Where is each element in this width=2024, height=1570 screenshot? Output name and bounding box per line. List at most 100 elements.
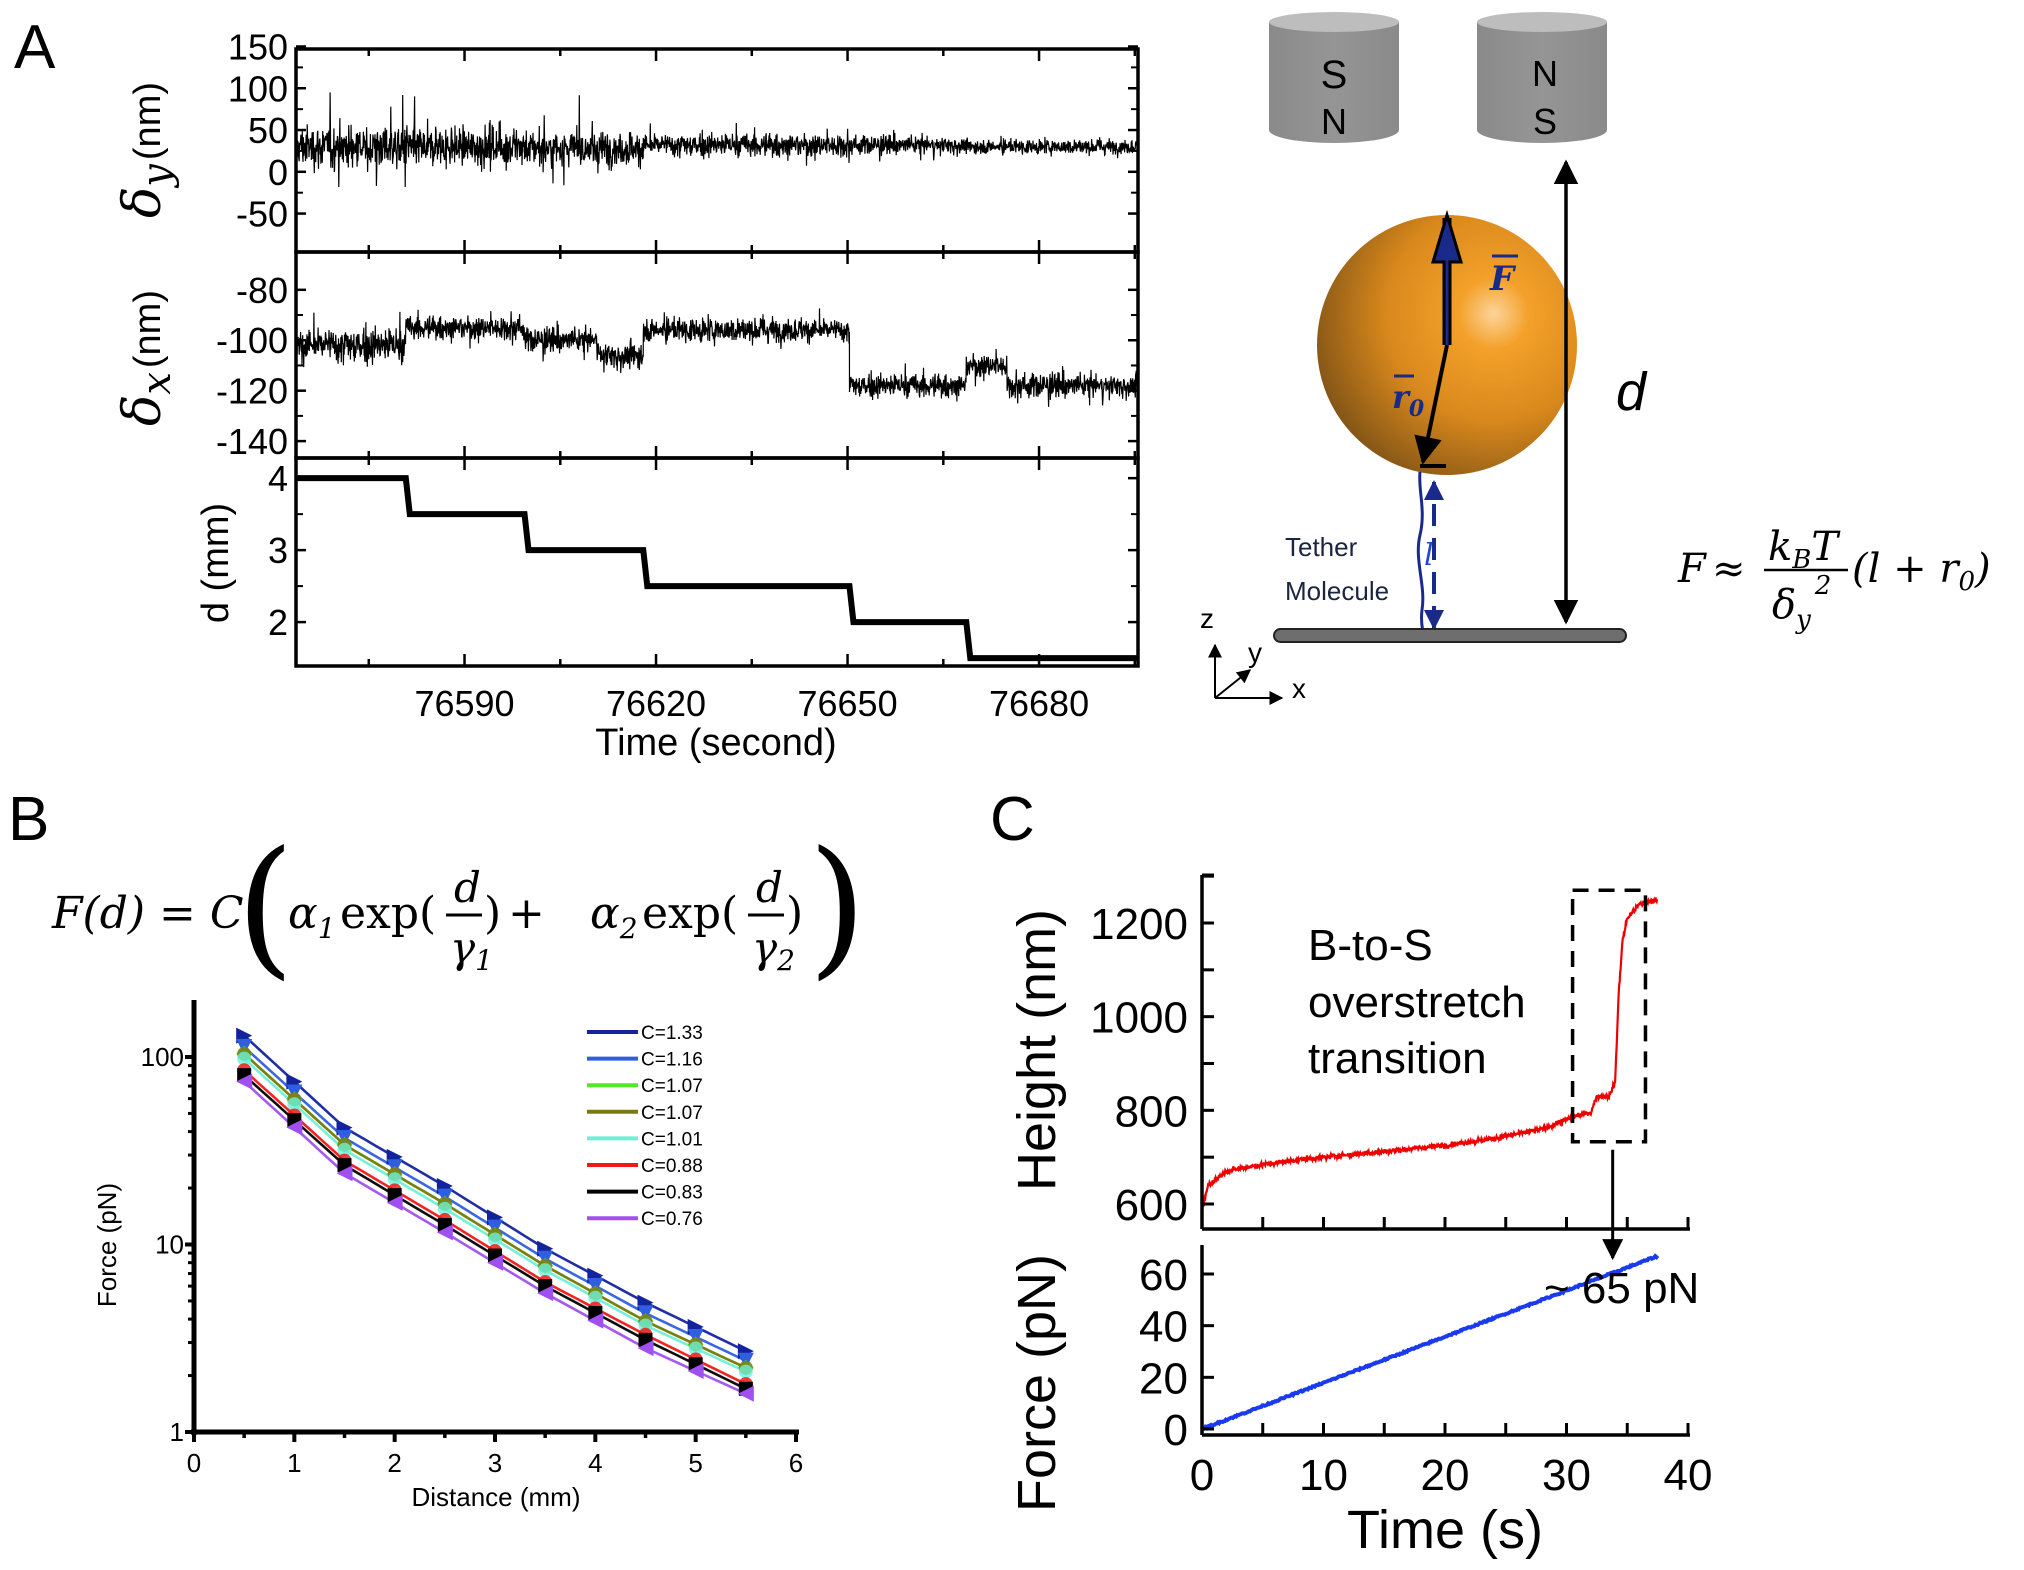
chart-legend: C=1.33 C=1.16 C=1.07 C=1.07 C=1.01 C=0.88 C=0.… xyxy=(587,1023,703,1230)
x-tick-label: 76590 xyxy=(414,683,514,724)
legend-label: C=0.83 xyxy=(641,1183,703,1204)
magnet-right-bottom-pole: S xyxy=(1533,101,1557,142)
y-tick-label: 1000 xyxy=(1090,994,1188,1043)
magnet-left: S N xyxy=(1269,12,1399,143)
x-tick-label: 0 xyxy=(1190,1451,1214,1500)
x-axis-label: x xyxy=(1292,673,1306,704)
data-point xyxy=(687,1362,704,1379)
x-tick-label: 40 xyxy=(1664,1451,1713,1500)
data-point xyxy=(637,1340,654,1357)
svg-text:δx(nm): δx(nm) xyxy=(113,290,180,426)
legend-label: C=0.88 xyxy=(641,1156,703,1177)
svg-text:≈: ≈ xyxy=(1712,546,1746,592)
annotation-b-to-s: B-to-S xyxy=(1308,921,1433,970)
data-point xyxy=(488,1232,502,1247)
data-point xyxy=(487,1254,503,1271)
svg-text:): ) xyxy=(484,888,501,939)
formula-b: F(d) = C ( α1 exp( d γ1 ) + α2 exp( d γ2… xyxy=(51,820,867,994)
legend-label: C=1.16 xyxy=(641,1050,703,1071)
y-tick-label: 1 xyxy=(170,1417,184,1447)
y-tick-label: 2 xyxy=(268,602,288,643)
svg-text:γ1: γ1 xyxy=(450,923,493,977)
x-tick-label: 4 xyxy=(588,1448,602,1478)
y-tick-label: 3 xyxy=(268,530,288,571)
height-trace xyxy=(1200,896,1659,1211)
legend-label: C=1.07 xyxy=(641,1103,703,1124)
chart-distance-steps: 4 3 2 76590 76620 76650 76680 xyxy=(268,456,1140,724)
legend-label: C=1.07 xyxy=(641,1076,703,1097)
svg-text:d: d xyxy=(454,863,481,912)
magnet-right: N S xyxy=(1477,12,1607,143)
svg-text:(l + r0): (l + r0) xyxy=(1852,546,1991,597)
dy-axis-label: δy(nm) xyxy=(113,82,180,218)
data-point xyxy=(588,1290,603,1305)
force-vector-label: F xyxy=(1489,259,1517,299)
distance-step-line xyxy=(296,475,1138,662)
svg-text:F(d) = C: F(d) = C xyxy=(51,888,244,939)
radius-vector-label: r0 xyxy=(1392,378,1425,422)
annotation-65pn: ~ 65 pN xyxy=(1544,1264,1699,1313)
svg-text:(: ( xyxy=(236,820,295,994)
data-point xyxy=(236,1073,253,1090)
svg-text:): ) xyxy=(808,820,867,994)
annotation-overstretch: overstretch xyxy=(1308,978,1526,1027)
y-tick-label: 4 xyxy=(268,458,288,499)
y-tick-label: 600 xyxy=(1115,1181,1188,1230)
c-time-axis-label: Time (s) xyxy=(1347,1500,1543,1560)
magnet-right-top-pole: N xyxy=(1532,53,1558,94)
tether-label-line2: Molecule xyxy=(1285,576,1389,606)
panel-label-b: B xyxy=(8,785,49,854)
y-tick-label: 0 xyxy=(268,152,288,193)
y-tick-label: 20 xyxy=(1139,1354,1188,1403)
force-trace xyxy=(1201,1253,1660,1432)
x-tick-label: 0 xyxy=(187,1448,201,1478)
y-tick-label: 10 xyxy=(155,1230,184,1260)
panel-label-c: C xyxy=(990,785,1035,854)
data-point xyxy=(587,1312,604,1329)
chart-height-vs-time: 600 800 1000 1200 xyxy=(1090,873,1690,1231)
y-tick-label: 0 xyxy=(1164,1406,1188,1455)
panel-label-a: A xyxy=(14,13,56,82)
data-point xyxy=(437,1201,452,1216)
plot-frame xyxy=(294,250,1140,460)
legend-label: C=1.01 xyxy=(641,1129,703,1150)
data-point xyxy=(336,1165,353,1182)
magnetic-tweezers-schematic: S N N S F r0 l Tether Molecule d xyxy=(1200,12,1991,705)
annotation-transition: transition xyxy=(1308,1034,1487,1083)
svg-text:+: + xyxy=(508,888,545,939)
data-point xyxy=(286,1119,303,1136)
magnet-left-bottom-pole: N xyxy=(1321,101,1347,142)
tether-length-label: l xyxy=(1424,538,1434,573)
data-point xyxy=(537,1285,554,1302)
c-force-axis-label: Force (pN) xyxy=(1007,1254,1067,1512)
b-y-axis-label: Force (pN) xyxy=(92,1183,122,1307)
c-height-axis-label: Height (nm) xyxy=(1007,909,1067,1191)
transition-highlight-box xyxy=(1570,888,1648,1144)
legend-label: C=0.76 xyxy=(641,1209,703,1230)
x-tick-label: 76680 xyxy=(989,683,1089,724)
x-tick-label: 30 xyxy=(1542,1451,1591,1500)
x-tick-label: 6 xyxy=(789,1448,803,1478)
surface-plate xyxy=(1273,628,1627,643)
magnet-left-top-pole: S xyxy=(1321,53,1348,97)
data-trace xyxy=(295,92,1139,188)
y-tick-label: 800 xyxy=(1115,1087,1188,1136)
distance-label: d xyxy=(1616,362,1648,422)
y-tick-label: 150 xyxy=(228,26,288,67)
x-tick-label: 2 xyxy=(387,1448,401,1478)
x-tick-label: 1 xyxy=(287,1448,301,1478)
legend-label: C=1.33 xyxy=(641,1023,703,1044)
x-tick-label: 20 xyxy=(1421,1451,1470,1500)
y-tick-label: 60 xyxy=(1139,1251,1188,1300)
svg-text:α2: α2 xyxy=(590,888,638,945)
svg-text:δy(nm): δy(nm) xyxy=(113,82,180,218)
y-tick-label: 100 xyxy=(228,68,288,109)
y-tick-label: 40 xyxy=(1139,1303,1188,1352)
z-axis-label: z xyxy=(1200,603,1214,634)
x-tick-label: 10 xyxy=(1299,1451,1348,1500)
data-point xyxy=(738,1364,753,1379)
